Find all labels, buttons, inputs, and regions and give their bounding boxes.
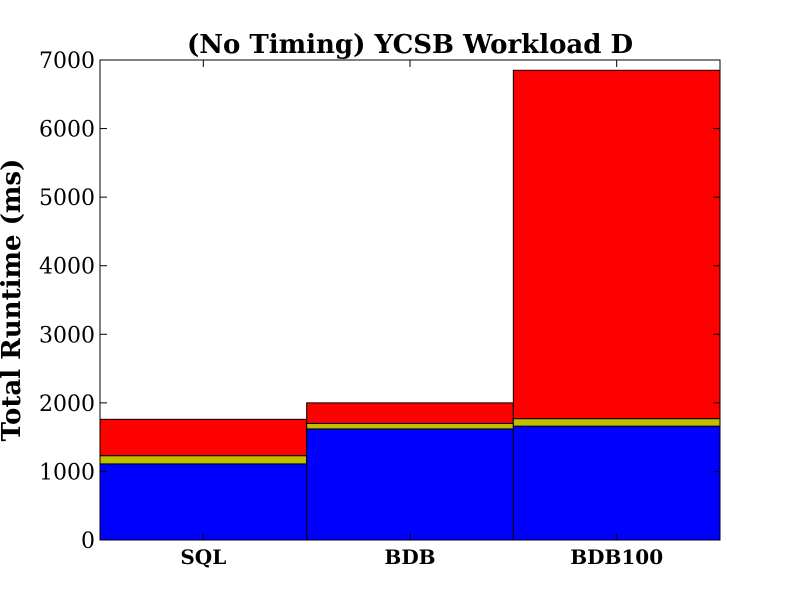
x-tick-label-bdb: BDB [384, 545, 435, 569]
bar-sql-segment-2 [99, 455, 308, 465]
ticks-layer: 0 1000 2000 3000 4000 5000 6000 7000 SQL BDB BDB10… [39, 49, 720, 569]
y-tick-label: 7000 [39, 49, 95, 74]
bar-bdb100-segment-2 [512, 418, 721, 427]
y-tick-label: 0 [81, 529, 95, 554]
bar-bdb-segment-3 [306, 402, 514, 424]
bar-bdb100-segment-3 [512, 69, 721, 420]
y-axis-label: Total Runtime (ms) [0, 159, 27, 442]
y-tick-label: 2000 [39, 392, 95, 417]
chart-title: (No Timing) YCSB Workload D [187, 30, 633, 60]
x-tick-label-sql: SQL [180, 545, 226, 569]
y-tick-label: 5000 [39, 186, 95, 211]
y-tick-label: 3000 [39, 323, 95, 348]
bar-bdb100-segment-1 [512, 425, 721, 541]
y-tick-label: 4000 [39, 255, 95, 280]
y-tick-label: 1000 [39, 460, 95, 485]
bars-layer [99, 69, 721, 541]
bar-sql-segment-3 [99, 418, 308, 457]
bar-bdb-segment-1 [306, 428, 514, 541]
bar-bdb-segment-2 [306, 422, 514, 430]
x-tick-label-bdb100: BDB100 [570, 545, 663, 569]
bar-sql-segment-1 [99, 463, 308, 541]
y-tick-label: 6000 [39, 118, 95, 143]
